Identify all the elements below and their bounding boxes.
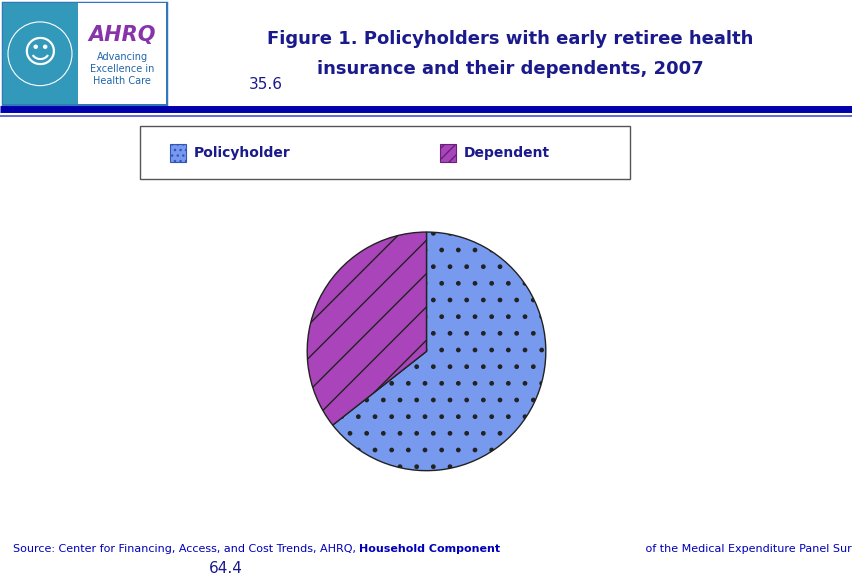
- Wedge shape: [307, 232, 426, 425]
- Text: Advancing: Advancing: [96, 52, 147, 62]
- Bar: [3, 3, 78, 104]
- Text: of the Medical Expenditure Panel Survey, 2007: of the Medical Expenditure Panel Survey,…: [641, 544, 852, 554]
- Text: ☺: ☺: [23, 37, 57, 70]
- Text: Policyholder: Policyholder: [193, 146, 291, 160]
- Text: Household Component: Household Component: [359, 544, 500, 554]
- Wedge shape: [332, 232, 545, 471]
- Bar: [78, 3, 166, 104]
- Text: insurance and their dependents, 2007: insurance and their dependents, 2007: [316, 60, 703, 78]
- Text: Source: Center for Financing, Access, and Cost Trends, AHRQ,: Source: Center for Financing, Access, an…: [13, 544, 359, 554]
- Text: Figure 1. Policyholders with early retiree health: Figure 1. Policyholders with early retir…: [267, 30, 752, 48]
- Text: Health Care: Health Care: [93, 75, 151, 86]
- Text: Excellence in: Excellence in: [89, 64, 154, 74]
- Bar: [140, 126, 630, 179]
- Bar: [3, 3, 166, 104]
- Text: Dependent: Dependent: [463, 146, 550, 160]
- Bar: [170, 144, 186, 162]
- Text: AHRQ: AHRQ: [88, 25, 156, 45]
- Text: 64.4: 64.4: [209, 561, 243, 576]
- Bar: [440, 144, 456, 162]
- Text: 35.6: 35.6: [249, 77, 283, 92]
